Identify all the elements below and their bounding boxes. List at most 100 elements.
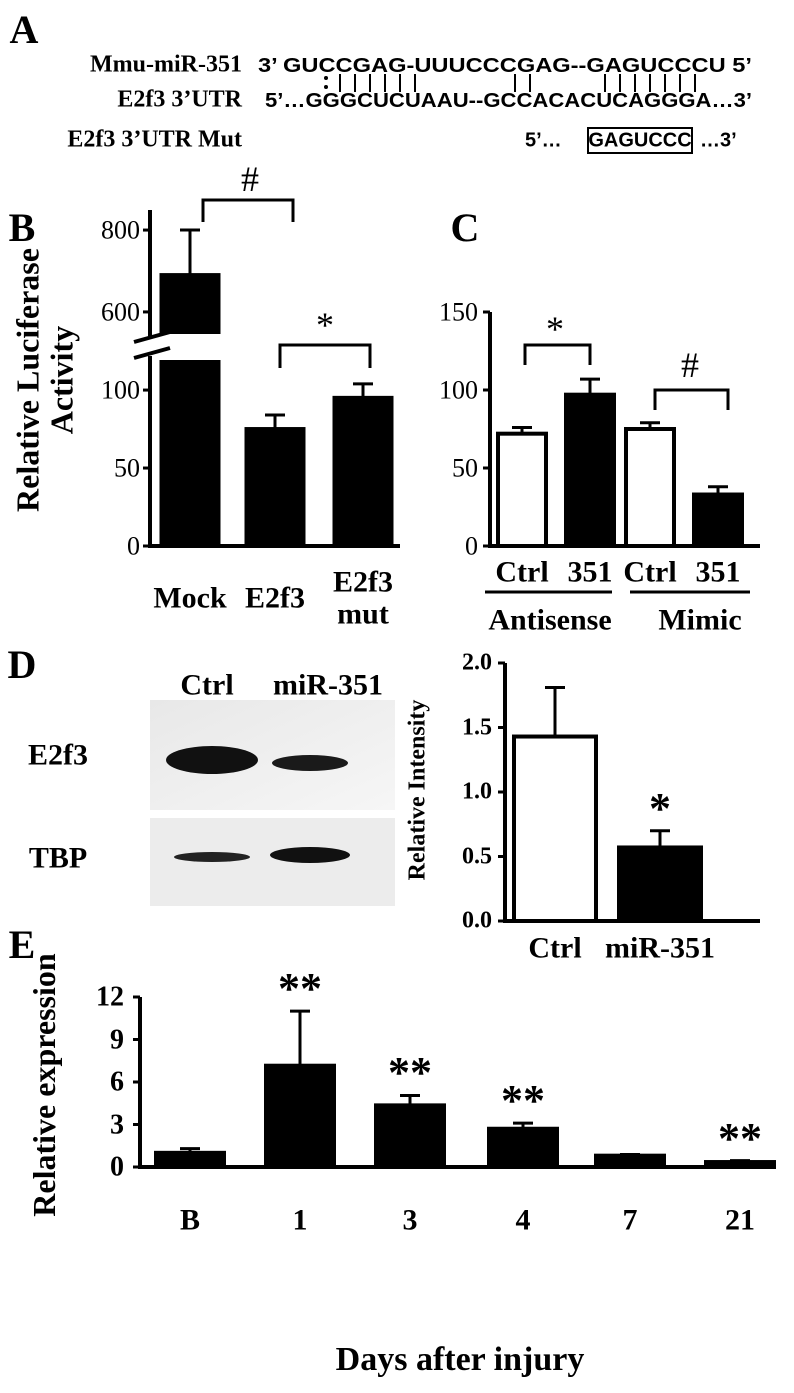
- bracket: [523, 343, 592, 365]
- y-tick-label: 50: [114, 453, 140, 483]
- bar: [332, 395, 394, 548]
- sequence: 5’…GGGCUCUAAU--GCCACACUCAGGGA…3’: [265, 90, 752, 112]
- bar: [154, 1150, 226, 1170]
- x-tick-label: Ctrl: [623, 555, 677, 589]
- bracket: [653, 388, 730, 410]
- y-tick-label: 0: [127, 531, 140, 561]
- sequence: 5’…: [525, 129, 562, 152]
- x-tick-label: miR-351: [605, 931, 715, 965]
- x-tick-label: 21: [725, 1203, 755, 1237]
- panel-letter: B: [8, 205, 36, 250]
- panel-letter: D: [7, 642, 37, 687]
- bar: [374, 1103, 446, 1169]
- sequence: …3’: [700, 129, 737, 152]
- bar: [617, 845, 703, 923]
- x-tick-label: 351: [567, 555, 613, 589]
- row-label: E2f3: [28, 738, 88, 772]
- bar: [704, 1160, 776, 1169]
- bar: [594, 1153, 666, 1169]
- y-tick-label: 3: [110, 1108, 124, 1140]
- error-bar: [650, 829, 670, 848]
- y-tick-label: 2.0: [462, 649, 492, 676]
- bar: [512, 734, 598, 924]
- y-tick-label: 50: [452, 453, 478, 483]
- x-tick-label: E2f3 mut: [333, 565, 393, 630]
- error-bar: [353, 382, 373, 398]
- error-bar: [580, 377, 600, 395]
- y-tick-label: 150: [439, 297, 478, 327]
- error-bar: [708, 485, 728, 495]
- bar: [487, 1126, 559, 1169]
- significance: *: [546, 309, 564, 350]
- x-tick-label: 4: [515, 1203, 531, 1237]
- x-tick-label: 1: [292, 1203, 308, 1237]
- bar: [264, 1063, 336, 1170]
- bar: [159, 273, 221, 335]
- band: [166, 746, 258, 774]
- y-tick-label: 12: [96, 981, 124, 1013]
- x-tick-label: Ctrl: [495, 555, 549, 589]
- lane-label: Ctrl: [180, 668, 234, 702]
- y-tick-label: 0: [465, 531, 478, 561]
- error-bar: [513, 1121, 533, 1129]
- y-axis-title: Relative Intensity: [404, 699, 431, 881]
- sequence: GAGUCCC: [588, 129, 692, 152]
- significance: #: [681, 345, 699, 386]
- x-tick-label: 7: [622, 1203, 638, 1237]
- band: [272, 755, 348, 771]
- group-label: Antisense: [488, 603, 612, 637]
- significance: *: [316, 305, 334, 346]
- bar: [564, 392, 616, 548]
- y-tick-label: 600: [101, 297, 140, 327]
- panel-letter: E: [8, 922, 36, 967]
- significance: #: [241, 159, 259, 200]
- y-tick-label: 0.5: [462, 842, 492, 869]
- x-tick-label: Ctrl: [528, 931, 582, 965]
- error-bar: [730, 1159, 750, 1163]
- y-tick-label: 6: [110, 1066, 124, 1098]
- y-axis-title: Relative Luciferase Activity: [9, 248, 79, 512]
- bracket: [201, 198, 295, 222]
- wobble: [324, 85, 328, 89]
- y-tick-label: 800: [101, 215, 140, 245]
- y-tick-label: 9: [110, 1023, 124, 1055]
- bar: [692, 492, 744, 548]
- error-bar: [400, 1093, 420, 1106]
- error-bar: [290, 1009, 310, 1066]
- band: [270, 847, 350, 863]
- error-bar: [180, 1147, 200, 1153]
- band: [174, 852, 250, 862]
- bar: [496, 431, 548, 548]
- bar: [159, 360, 221, 548]
- wobble: [324, 76, 328, 80]
- bar: [244, 427, 306, 548]
- axis-break: [133, 346, 171, 360]
- x-tick-label: Mock: [153, 581, 227, 615]
- sequence: 3’ GUCCGAG-UUUCCCGAG--GAGUCCCU 5’: [258, 55, 752, 77]
- bracket: [278, 343, 372, 368]
- row-label: Mmu-miR-351: [90, 51, 242, 78]
- x-tick-label: 351: [695, 555, 741, 589]
- significance: **: [718, 1113, 762, 1163]
- error-bar: [620, 1153, 640, 1157]
- significance: *: [649, 783, 671, 833]
- bar: [624, 427, 676, 548]
- x-tick-label: E2f3: [245, 581, 305, 615]
- y-tick-label: 100: [439, 375, 478, 405]
- row-label: TBP: [28, 841, 88, 875]
- x-tick-label: B: [179, 1203, 201, 1237]
- y-tick-label: 0: [110, 1151, 124, 1183]
- significance: **: [388, 1048, 432, 1098]
- significance: **: [501, 1075, 545, 1125]
- panel-letter: C: [450, 205, 480, 250]
- error-bar: [545, 686, 565, 737]
- y-axis-title: Relative expression: [26, 953, 63, 1217]
- x-axis-title: Days after injury: [335, 1341, 585, 1379]
- y-tick-label: 100: [101, 375, 140, 405]
- error-bar: [265, 413, 285, 430]
- significance: **: [278, 964, 322, 1014]
- error-bar: [512, 425, 532, 434]
- pairing-lines: [339, 74, 696, 92]
- row-label: E2f3 3’UTR: [117, 86, 242, 113]
